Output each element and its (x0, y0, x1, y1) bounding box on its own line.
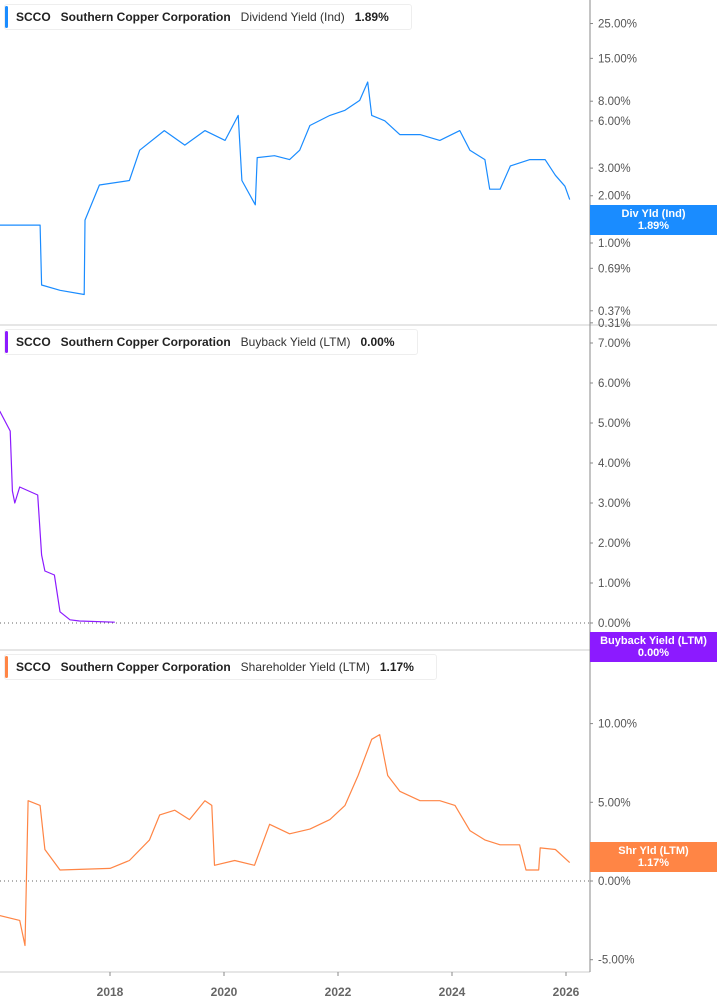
series-color-marker (5, 6, 8, 28)
x-tick-label: 2022 (325, 985, 352, 999)
badge-value: 1.17% (637, 857, 670, 869)
x-tick-label: 2018 (97, 985, 124, 999)
metric-name: Dividend Yield (Ind) (240, 10, 345, 24)
y-tick-label: -5.00% (598, 955, 634, 967)
series-color-marker (5, 656, 8, 678)
y-tick-label: 5.00% (598, 797, 631, 809)
y-tick-label: 25.00% (598, 19, 637, 31)
y-tick-label: 0.00% (598, 618, 631, 630)
x-tick-label: 2020 (211, 985, 238, 999)
current-value-badge-dividend: Div Yld (Ind) 1.89% (590, 205, 717, 235)
current-value-badge-shareholder: Shr Yld (LTM) 1.17% (590, 842, 717, 872)
y-tick-label: 4.00% (598, 458, 631, 470)
y-tick-label: 8.00% (598, 96, 631, 108)
badge-value: 0.00% (637, 647, 670, 659)
y-tick-label: 7.00% (598, 338, 631, 350)
series-color-marker (5, 331, 8, 353)
legend-shareholder-yield: SCCO Southern Copper Corporation Shareho… (4, 654, 437, 680)
y-tick-label: 5.00% (598, 418, 631, 430)
y-tick-label: 3.00% (598, 498, 631, 510)
company-name: Southern Copper Corporation (60, 335, 231, 349)
ticker: SCCO (16, 10, 51, 24)
badge-label: Shr Yld (LTM) (618, 845, 689, 857)
y-tick-label: 0.31% (598, 318, 631, 330)
metric-name: Shareholder Yield (LTM) (240, 660, 370, 674)
y-tick-label: 15.00% (598, 53, 637, 65)
current-value-badge-buyback: Buyback Yield (LTM) 0.00% (590, 632, 717, 662)
company-name: Southern Copper Corporation (60, 660, 231, 674)
metric-value: 1.17% (379, 660, 414, 674)
badge-label: Buyback Yield (LTM) (600, 635, 707, 647)
ticker: SCCO (16, 660, 51, 674)
y-tick-label: 6.00% (598, 116, 631, 128)
metric-value: 0.00% (360, 335, 395, 349)
legend-dividend-yield: SCCO Southern Copper Corporation Dividen… (4, 4, 412, 30)
legend-buyback-yield: SCCO Southern Copper Corporation Buyback… (4, 329, 418, 355)
dividend-yield-line (0, 81, 571, 296)
y-tick-label: 0.69% (598, 263, 631, 275)
y-tick-label: 2.00% (598, 191, 631, 203)
shareholder-yield-line (0, 733, 571, 947)
x-tick-label: 2024 (439, 985, 466, 999)
y-tick-label: 1.00% (598, 238, 631, 250)
metric-name: Buyback Yield (LTM) (240, 335, 351, 349)
ticker: SCCO (16, 335, 51, 349)
y-tick-label: 2.00% (598, 538, 631, 550)
buyback-yield-line (0, 410, 115, 623)
company-name: Southern Copper Corporation (60, 10, 231, 24)
y-tick-label: 10.00% (598, 719, 637, 731)
badge-value: 1.89% (637, 220, 670, 232)
y-tick-label: 0.37% (598, 306, 631, 318)
y-tick-label: 6.00% (598, 378, 631, 390)
y-tick-label: 0.00% (598, 876, 631, 888)
y-tick-label: 3.00% (598, 163, 631, 175)
metric-value: 1.89% (354, 10, 389, 24)
y-tick-label: 1.00% (598, 578, 631, 590)
badge-label: Div Yld (Ind) (621, 208, 686, 220)
x-tick-label: 2026 (553, 985, 580, 999)
